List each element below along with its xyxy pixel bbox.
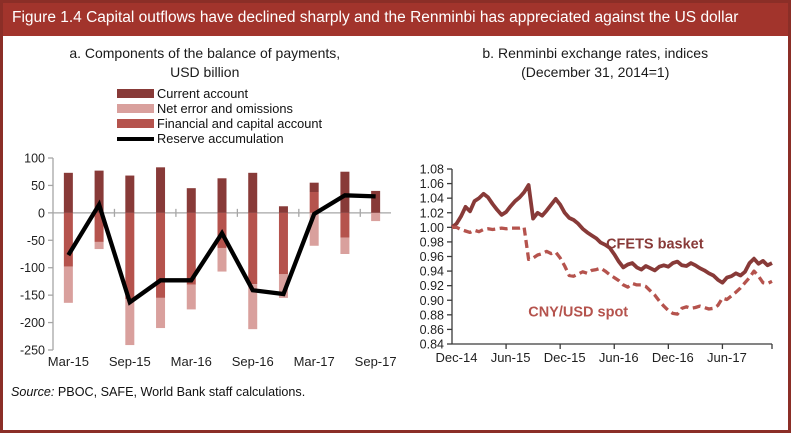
svg-text:0.84: 0.84: [420, 338, 444, 352]
legend-swatch-financial-capital-account: [117, 119, 154, 129]
legend-item-current-account: Current account: [117, 86, 404, 101]
svg-text:0.98: 0.98: [420, 236, 444, 250]
source-line: Source: PBOC, SAFE, World Bank staff cal…: [11, 385, 788, 399]
svg-text:1.04: 1.04: [420, 192, 444, 206]
svg-text:Jun-15: Jun-15: [491, 350, 531, 365]
legend-label-net-error-omissions: Net error and omissions: [157, 101, 293, 117]
cny-usd-spot-line: [452, 226, 774, 317]
svg-text:Jun-16: Jun-16: [599, 350, 639, 365]
svg-text:50: 50: [31, 179, 45, 193]
cny-usd-spot-label: CNY/USD spot: [529, 305, 629, 321]
svg-text:0.92: 0.92: [420, 280, 444, 294]
panel-b-title-line1: b. Renminbi exchange rates, indices: [482, 44, 709, 61]
svg-text:-150: -150: [20, 289, 45, 303]
source-text: PBOC, SAFE, World Bank staff calculation…: [57, 385, 306, 400]
svg-text:Mar-15: Mar-15: [48, 354, 89, 369]
svg-text:0.88: 0.88: [420, 309, 444, 323]
legend-swatch-reserve-accumulation: [117, 137, 154, 141]
svg-text:Mar-16: Mar-16: [171, 354, 212, 369]
balance-of-payments-panel: a. Components of the balance of payments…: [5, 36, 404, 378]
legend-item-financial-capital-account: Financial and capital account: [117, 116, 404, 131]
panel-a-legend: Current account Net error and omissions …: [117, 86, 404, 146]
legend-swatch-current-account: [117, 89, 154, 99]
svg-text:1.02: 1.02: [420, 207, 444, 221]
figure-title-bar: Figure 1.4 Capital outflows have decline…: [3, 3, 788, 36]
svg-text:0.90: 0.90: [420, 294, 444, 308]
renminbi-exchange-rate-chart: 1.081.061.041.021.000.980.960.940.920.90…: [420, 163, 774, 365]
svg-text:Sep-17: Sep-17: [355, 354, 397, 369]
svg-text:0: 0: [38, 207, 45, 221]
svg-text:-50: -50: [27, 234, 45, 248]
svg-text:Sep-16: Sep-16: [232, 354, 274, 369]
svg-text:-100: -100: [20, 262, 45, 276]
cfets-basket-line: [451, 183, 774, 286]
svg-text:-200: -200: [20, 317, 45, 331]
svg-text:0.96: 0.96: [420, 250, 444, 264]
svg-text:1.08: 1.08: [420, 163, 444, 177]
panel-a-title-line2: USD billion: [170, 63, 240, 80]
svg-text:0.94: 0.94: [420, 265, 444, 279]
figure-title: Figure 1.4 Capital outflows have decline…: [12, 9, 739, 26]
cfets-basket-label: CFETS basket: [607, 237, 705, 253]
legend-item-net-error-omissions: Net error and omissions: [117, 101, 404, 116]
svg-text:Dec-16: Dec-16: [652, 350, 694, 365]
svg-text:Jun-17: Jun-17: [708, 350, 748, 365]
charts-row: a. Components of the balance of payments…: [3, 36, 788, 378]
svg-text:100: 100: [24, 152, 45, 166]
legend-label-reserve-accumulation: Reserve accumulation: [157, 131, 284, 147]
svg-text:1.00: 1.00: [420, 221, 444, 235]
panel-a-title-line1: a. Components of the balance of payments…: [69, 44, 341, 61]
reserve-accumulation-line: [66, 193, 376, 307]
svg-text:Dec-14: Dec-14: [436, 350, 478, 365]
legend-label-financial-capital-account: Financial and capital account: [157, 116, 323, 132]
svg-text:-250: -250: [20, 344, 45, 358]
svg-text:1.06: 1.06: [420, 178, 444, 192]
source-prefix: Source:: [11, 385, 55, 400]
legend-swatch-net-error-omissions: [117, 104, 154, 114]
legend-label-current-account: Current account: [157, 86, 249, 102]
legend-item-reserve-accumulation: Reserve accumulation: [117, 131, 404, 146]
panel-a-title: a. Components of the balance of payments…: [5, 44, 404, 82]
panel-b-title: b. Renminbi exchange rates, indices (Dec…: [404, 44, 786, 82]
panel-b-title-line2: (December 31, 2014=1): [521, 63, 670, 80]
renminbi-panel: b. Renminbi exchange rates, indices (Dec…: [404, 36, 786, 378]
left-chart-bars: [63, 167, 381, 346]
svg-text:Dec-15: Dec-15: [544, 350, 586, 365]
right-chart-axes: 1.081.061.041.021.000.980.960.940.920.90…: [420, 163, 774, 365]
svg-text:Mar-17: Mar-17: [294, 354, 335, 369]
svg-text:0.86: 0.86: [420, 323, 444, 337]
svg-text:Sep-15: Sep-15: [109, 354, 151, 369]
